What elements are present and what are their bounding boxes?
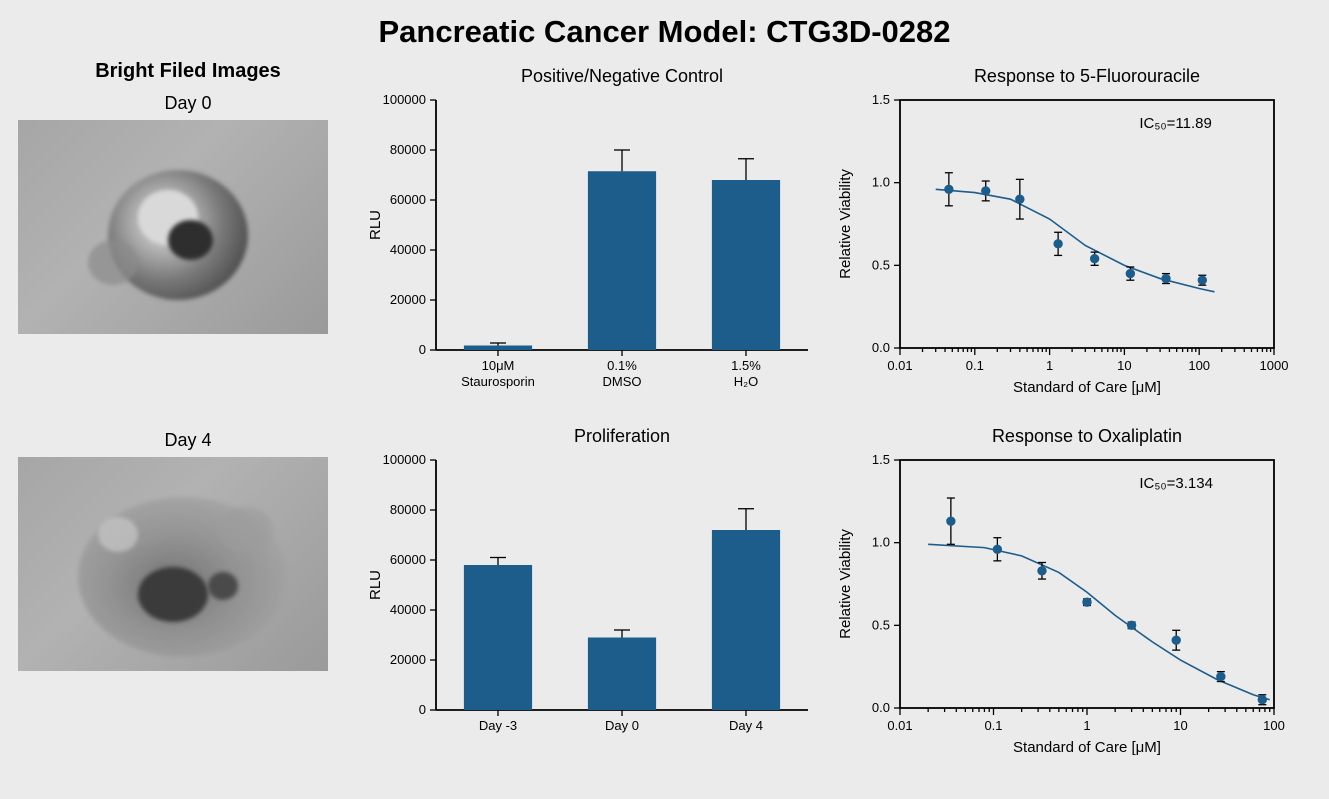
svg-text:0.0: 0.0: [872, 340, 890, 355]
svg-text:Response to 5-Fluorouracile: Response to 5-Fluorouracile: [974, 66, 1200, 86]
svg-text:10μM: 10μM: [482, 358, 515, 373]
svg-text:0.1%: 0.1%: [607, 358, 637, 373]
svg-text:Relative Viability: Relative Viability: [837, 169, 854, 279]
svg-text:IC₅₀=3.134: IC₅₀=3.134: [1139, 475, 1213, 492]
brightfield-day4: Day 4: [18, 420, 358, 780]
svg-text:80000: 80000: [390, 502, 426, 517]
svg-text:1: 1: [1046, 358, 1053, 373]
proliferation-bar-chart: Proliferation 0 20000 40000 60000 80000 100000…: [358, 420, 828, 770]
svg-text:40000: 40000: [390, 602, 426, 617]
svg-text:0.01: 0.01: [887, 718, 912, 733]
svg-text:Day 0: Day 0: [605, 718, 639, 733]
svg-text:DMSO: DMSO: [603, 374, 642, 389]
svg-text:0.5: 0.5: [872, 617, 890, 632]
oxaliplatin-chart-cell: Response to Oxaliplatin 0.0 0.5 1.0 1.5 Relat…: [828, 420, 1298, 780]
svg-text:1: 1: [1083, 718, 1090, 733]
svg-text:20000: 20000: [390, 292, 426, 307]
svg-text:Positive/Negative Control: Positive/Negative Control: [521, 66, 723, 86]
brightfield-day0: Bright Filed Images Day 0: [18, 60, 358, 420]
svg-text:RLU: RLU: [367, 570, 384, 600]
svg-text:1.0: 1.0: [872, 535, 890, 550]
svg-text:40000: 40000: [390, 242, 426, 257]
svg-text:Day 4: Day 4: [729, 718, 763, 733]
svg-text:Standard of Care [μM]: Standard of Care [μM]: [1013, 379, 1161, 396]
microscopy-image-day4: [18, 457, 328, 671]
fluorouracile-chart-cell: Response to 5-Fluorouracile 0.0 0.5 1.0 1.5 R…: [828, 60, 1298, 420]
svg-text:1.0: 1.0: [872, 175, 890, 190]
svg-text:Proliferation: Proliferation: [574, 426, 670, 446]
svg-text:RLU: RLU: [367, 210, 384, 240]
fluorouracile-dose-response: Response to 5-Fluorouracile 0.0 0.5 1.0 1.5 R…: [828, 60, 1298, 410]
svg-text:H₂O: H₂O: [734, 374, 759, 389]
svg-text:IC₅₀=11.89: IC₅₀=11.89: [1139, 115, 1211, 132]
page-title: Pancreatic Cancer Model: CTG3D-0282: [0, 0, 1329, 60]
svg-text:0.5: 0.5: [872, 257, 890, 272]
control-chart-cell: Positive/Negative Control 0 20000 40000 6000…: [358, 60, 828, 420]
microscopy-image-day0: [18, 120, 328, 334]
control-bar-chart: Positive/Negative Control 0 20000 40000 6000…: [358, 60, 828, 410]
svg-text:Standard of Care [μM]: Standard of Care [μM]: [1013, 739, 1161, 756]
brightfield-title: Bright Filed Images: [18, 60, 358, 83]
svg-text:Response to Oxaliplatin: Response to Oxaliplatin: [992, 426, 1182, 446]
svg-text:60000: 60000: [390, 552, 426, 567]
svg-text:1.5%: 1.5%: [731, 358, 761, 373]
day0-label: Day 0: [18, 93, 358, 114]
svg-text:20000: 20000: [390, 652, 426, 667]
svg-text:0.1: 0.1: [966, 358, 984, 373]
svg-text:10: 10: [1173, 718, 1187, 733]
svg-text:80000: 80000: [390, 142, 426, 157]
svg-text:100000: 100000: [383, 92, 426, 107]
svg-text:10: 10: [1117, 358, 1131, 373]
svg-text:100000: 100000: [383, 452, 426, 467]
svg-text:Relative Viability: Relative Viability: [837, 529, 854, 639]
svg-text:Staurosporin: Staurosporin: [461, 374, 535, 389]
proliferation-chart-cell: Proliferation 0 20000 40000 60000 80000 100000…: [358, 420, 828, 780]
svg-text:Day -3: Day -3: [479, 718, 517, 733]
svg-text:60000: 60000: [390, 192, 426, 207]
svg-text:0: 0: [419, 702, 426, 717]
day4-label: Day 4: [18, 430, 358, 451]
svg-text:0.0: 0.0: [872, 700, 890, 715]
svg-text:0: 0: [419, 342, 426, 357]
svg-text:1.5: 1.5: [872, 92, 890, 107]
svg-text:1000: 1000: [1260, 358, 1289, 373]
svg-text:0.1: 0.1: [984, 718, 1002, 733]
svg-text:100: 100: [1263, 718, 1285, 733]
chart-grid: Bright Filed Images Day 0 Positive/Negat…: [0, 60, 1329, 780]
svg-text:0.01: 0.01: [887, 358, 912, 373]
oxaliplatin-dose-response: Response to Oxaliplatin 0.0 0.5 1.0 1.5 Relat…: [828, 420, 1298, 770]
svg-text:1.5: 1.5: [872, 452, 890, 467]
svg-text:100: 100: [1188, 358, 1210, 373]
